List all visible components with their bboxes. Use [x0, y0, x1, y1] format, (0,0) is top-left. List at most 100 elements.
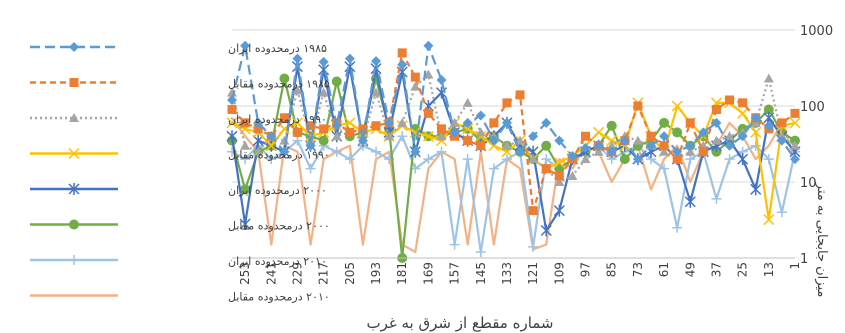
legend-marker: [68, 183, 80, 195]
data-point: [488, 140, 500, 152]
data-point: [319, 124, 329, 134]
data-point: [266, 131, 277, 142]
data-point: [475, 127, 486, 137]
data-point: [685, 154, 696, 165]
data-point: [750, 126, 762, 138]
data-point: [331, 76, 342, 87]
data-point: [540, 224, 552, 237]
data-point: [488, 163, 499, 174]
data-point: [737, 153, 749, 166]
data-point: [371, 121, 381, 131]
data-point: [240, 118, 250, 128]
data-point: [593, 140, 604, 151]
data-point: [659, 146, 670, 156]
x-tick-label: 61: [657, 262, 671, 277]
legend-entry: ۱۹۸۵ درمحدوده مقابل: [30, 78, 330, 91]
data-point: [462, 97, 473, 107]
data-point: [318, 135, 329, 146]
data-point: [659, 163, 670, 174]
data-point: [292, 53, 303, 64]
x-tick-label: 73: [631, 262, 645, 277]
data-point: [619, 135, 630, 146]
y-tick-label: 10: [800, 176, 817, 191]
x-tick-label: 193: [369, 262, 383, 285]
data-point: [306, 121, 316, 131]
data-point: [331, 120, 342, 131]
data-point: [567, 170, 578, 180]
legend-marker: [69, 255, 79, 265]
data-point: [672, 127, 683, 138]
data-point: [501, 140, 512, 150]
data-point: [685, 140, 696, 151]
data-point: [763, 154, 774, 165]
data-point: [240, 140, 251, 150]
data-point: [475, 110, 486, 121]
data-point: [724, 131, 735, 141]
data-point: [253, 117, 264, 128]
data-point: [581, 131, 591, 141]
data-point: [606, 120, 617, 131]
data-point: [384, 117, 395, 128]
x-tick-label: 13: [762, 262, 776, 277]
x-tick-label: 133: [500, 262, 514, 285]
data-point: [738, 98, 748, 108]
y-tick-label: 1000: [800, 24, 833, 39]
data-point: [501, 154, 512, 165]
legend-entry: ۲۰۱۰ درمحدوده مقابل: [30, 291, 330, 304]
data-point: [711, 135, 722, 145]
data-point: [763, 120, 774, 131]
data-point: [711, 104, 721, 114]
data-point: [501, 117, 512, 128]
data-point: [475, 246, 486, 257]
x-tick-label: 109: [552, 262, 566, 285]
data-point: [777, 118, 787, 128]
legend-label: ۲۰۰۰ درمحدوده ایران: [228, 184, 327, 197]
data-point: [632, 154, 643, 165]
data-point: [423, 69, 434, 79]
data-point: [553, 157, 565, 169]
legend: ۱۹۸۵ درمحدوده ایران ۱۹۸۵ درمحدوده مقابل ۱۹…: [30, 42, 330, 304]
y-tick-label: 100: [800, 100, 825, 115]
data-point: [684, 195, 696, 208]
legend-label: ۱۹۸۵ درمحدوده ایران: [228, 42, 327, 55]
data-point: [422, 130, 434, 142]
data-point: [554, 135, 565, 146]
legend-label: ۱۹۹۰ درمحدوده مقابل: [228, 149, 330, 162]
legend-label: ۲۰۰۰ درمحدوده مقابل: [228, 220, 330, 233]
x-tick-label: 37: [709, 262, 723, 277]
data-point: [776, 135, 787, 146]
data-point: [331, 131, 342, 141]
series-layer: [226, 40, 801, 263]
data-point: [239, 218, 251, 231]
data-point: [344, 154, 355, 165]
data-point: [279, 146, 290, 157]
data-point: [619, 154, 630, 165]
data-point: [685, 146, 696, 156]
data-point: [515, 146, 526, 157]
data-point: [226, 130, 238, 143]
data-point: [358, 124, 368, 134]
data-point: [449, 117, 460, 127]
x-tick-label: 229: [290, 262, 304, 285]
data-point: [240, 184, 251, 195]
x-tick-label: 25: [736, 262, 750, 277]
data-point: [750, 183, 762, 196]
data-point: [606, 146, 617, 157]
data-point: [397, 131, 408, 142]
data-point: [462, 154, 473, 165]
y-axis-title: میزان جابجایی به متر: [814, 182, 829, 298]
data-point: [724, 140, 735, 151]
data-point: [305, 163, 316, 174]
data-point: [515, 90, 525, 100]
data-point: [318, 87, 329, 97]
data-point: [789, 117, 801, 129]
legend-entry: ۱۹۸۵ درمحدوده ایران: [30, 42, 327, 55]
data-point: [502, 98, 512, 108]
x-tick-label: 241: [264, 262, 278, 285]
data-point: [449, 127, 460, 138]
data-point: [266, 154, 277, 165]
data-point: [476, 141, 486, 151]
data-point: [580, 143, 591, 154]
data-point: [750, 140, 761, 151]
data-point: [528, 131, 539, 142]
